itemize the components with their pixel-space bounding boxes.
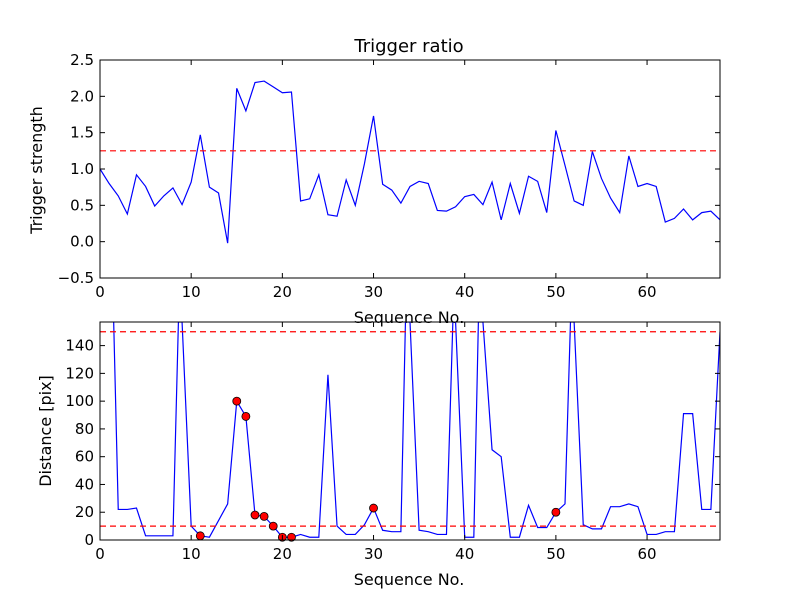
- distance-y-axis-label: Distance [pix]: [36, 375, 55, 487]
- distance-marker-point: [195, 531, 205, 541]
- distance-marker-point: [250, 510, 260, 520]
- chart-title: Trigger ratio: [353, 36, 463, 57]
- trigger-x-tick-label: 50: [546, 283, 565, 301]
- distance-x-tick-label: 30: [364, 545, 383, 563]
- distance-x-tick-label: 40: [455, 545, 474, 563]
- trigger-x-tick-label: 0: [95, 283, 105, 301]
- distance-marker-point: [369, 503, 378, 513]
- distance-x-tick-label: 50: [546, 545, 565, 563]
- distance-x-tick-label: 20: [273, 545, 292, 563]
- distance-marker-point: [241, 412, 251, 421]
- trigger-y-tick-label: 2.0: [70, 87, 94, 105]
- trigger-ratio-chart: Trigger ratio 0 10 20 30 40 50 60 −0.5 0.0 0.5 1.0…: [27, 36, 721, 327]
- distance-y-tick-label: 20: [75, 503, 94, 521]
- trigger-y-tick-label: 2.5: [70, 51, 94, 69]
- distance-plot-area: 0 10 20 30 40 50 60 0 20 40 60 80 100 120 140: [65, 321, 721, 563]
- trigger-x-tick-label: 60: [638, 283, 657, 301]
- distance-x-tick-label: 10: [182, 545, 201, 563]
- trigger-x-tick-label: 10: [182, 283, 201, 301]
- distance-marker-point: [268, 521, 278, 531]
- trigger-series-line: [100, 80, 720, 244]
- distance-marker-point: [232, 396, 242, 406]
- distance-axes-frame: [99, 321, 721, 541]
- trigger-plot-area: 0 10 20 30 40 50 60 −0.5 0.0 0.5 1.0 1.5 2.0 2.5: [58, 51, 721, 301]
- distance-y-tick-label: 100: [65, 392, 94, 410]
- distance-y-tick-label: 40: [75, 475, 94, 493]
- trigger-y-tick-label: 1.5: [70, 124, 94, 142]
- distance-y-tick-label: 120: [65, 364, 94, 382]
- distance-x-tick-label: 0: [95, 545, 105, 563]
- distance-x-axis-label: Sequence No.: [354, 570, 465, 589]
- distance-chart: 0 10 20 30 40 50 60 0 20 40 60 80 100 120 140 Sequence…: [36, 321, 721, 589]
- trigger-x-tick-label: 20: [273, 283, 292, 301]
- trigger-y-axis-label: Trigger strength: [27, 106, 46, 235]
- trigger-y-tick-label: −0.5: [58, 269, 94, 287]
- trigger-y-tick-label: 0.5: [70, 196, 94, 214]
- distance-y-tick-label: 140: [65, 337, 94, 355]
- trigger-x-tick-label: 30: [364, 283, 383, 301]
- distance-y-tick-label: 0: [84, 531, 94, 549]
- distance-marker-point: [551, 507, 561, 517]
- trigger-x-tick-label: 40: [455, 283, 474, 301]
- distance-y-tick-label: 80: [75, 420, 94, 438]
- distance-marker-point: [259, 511, 269, 521]
- trigger-y-tick-label: 1.0: [70, 160, 94, 178]
- distance-y-tick-label: 60: [75, 448, 94, 466]
- distance-series-line: [113, 322, 720, 538]
- distance-x-tick-label: 60: [638, 545, 657, 563]
- distance-marker-point: [287, 532, 296, 542]
- trigger-x-axis-label: Sequence No.: [354, 308, 465, 327]
- trigger-y-tick-label: 0.0: [70, 233, 94, 251]
